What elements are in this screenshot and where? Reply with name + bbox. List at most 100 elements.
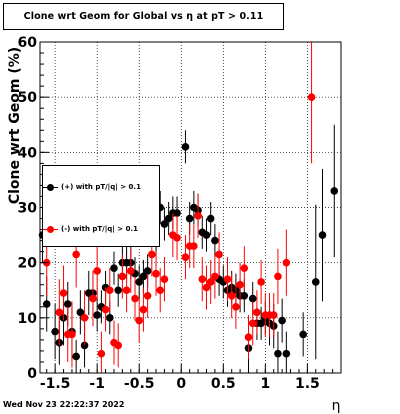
x-axis-label: η (332, 398, 341, 414)
data-point (114, 286, 122, 295)
data-point (257, 278, 265, 286)
data-point (248, 294, 257, 303)
data-point (110, 264, 118, 272)
data-point (156, 286, 165, 295)
data-point (274, 349, 282, 358)
data-point (80, 341, 89, 350)
data-point (135, 278, 144, 286)
data-point (215, 250, 223, 259)
data-point (105, 286, 114, 295)
data-point (198, 275, 207, 284)
data-point (152, 269, 160, 278)
data-point (143, 267, 152, 275)
legend-entry-positive: (+) with pT/|q| > 0.1 (43, 180, 141, 194)
data-point (211, 236, 219, 245)
data-point (72, 250, 80, 259)
data-point (127, 267, 135, 275)
data-point (194, 211, 202, 220)
data-point (135, 316, 144, 325)
chart-title: Clone wrt Geom for Global vs η at pT > 0… (3, 3, 284, 30)
data-point (76, 308, 85, 317)
data-point (181, 143, 190, 151)
data-point (160, 220, 169, 228)
x-tick-label: -1 (89, 376, 105, 392)
data-point (227, 291, 236, 300)
data-point (93, 311, 101, 319)
data-point (223, 275, 232, 284)
data-point (318, 231, 327, 239)
data-point (257, 319, 265, 328)
data-point (253, 308, 261, 317)
series-negative (42, 42, 316, 373)
data-point (269, 311, 278, 319)
data-point (282, 349, 291, 358)
data-point (59, 289, 68, 297)
data-point (164, 214, 173, 223)
data-point (97, 349, 106, 358)
data-point (72, 352, 80, 361)
data-point (202, 231, 211, 239)
y-tick-label: 50 (18, 90, 38, 106)
data-point (244, 333, 253, 341)
data-point (55, 308, 64, 317)
data-point (173, 234, 181, 242)
data-point (330, 187, 339, 195)
legend-label-positive: (+) with pT/|q| > 0.1 (61, 183, 141, 191)
data-point (278, 316, 286, 325)
data-point (148, 250, 156, 259)
data-point (105, 314, 114, 322)
x-tick-label: 0.5 (211, 376, 236, 392)
data-point (211, 272, 219, 281)
data-point (160, 275, 169, 284)
data-point (307, 93, 316, 101)
legend-marker-red (43, 225, 58, 233)
data-point (118, 272, 127, 281)
y-tick-label: 40 (18, 145, 38, 161)
data-point (131, 294, 139, 303)
data-point (206, 278, 215, 286)
data-point (181, 253, 190, 261)
data-point (80, 314, 89, 322)
data-point (173, 209, 181, 217)
y-tick-label: 60 (18, 35, 38, 51)
x-tick-label: 0 (176, 376, 186, 392)
y-axis-label: Clone wrt Geom (%) (7, 47, 23, 204)
data-point (93, 267, 101, 275)
legend-entry-negative: (-) with pT/|q| > 0.1 (43, 222, 138, 236)
data-point (89, 294, 97, 303)
data-point (206, 214, 215, 223)
data-point (282, 258, 291, 267)
data-point (68, 330, 76, 339)
data-point (101, 305, 110, 314)
data-point (143, 291, 152, 300)
y-tick-label: 10 (18, 311, 38, 327)
legend-marker-black (43, 183, 58, 191)
y-tick-label: 30 (18, 201, 38, 217)
y-tick-label: 0 (27, 366, 37, 382)
data-point (236, 280, 244, 289)
data-point (274, 272, 282, 281)
data-point (139, 272, 148, 281)
data-point (248, 319, 257, 328)
data-point (202, 283, 211, 292)
data-point (240, 291, 249, 300)
timestamp: Wed Nov 23 22:22:37 2022 (3, 400, 125, 409)
data-point (63, 300, 72, 308)
data-point (299, 330, 307, 339)
data-point (122, 286, 131, 295)
data-point (139, 305, 148, 314)
y-tick-label: 20 (18, 256, 38, 272)
data-point (185, 214, 194, 223)
data-point (190, 242, 198, 250)
data-point (311, 278, 320, 286)
legend: (+) with pT/|q| > 0.1 (-) with pT/|q| > … (42, 165, 160, 247)
x-tick-label: -0.5 (124, 376, 155, 392)
data-point (42, 300, 51, 308)
x-tick-label: -1.5 (40, 376, 71, 392)
data-point (232, 303, 240, 311)
data-point (51, 327, 59, 336)
legend-label-negative: (-) with pT/|q| > 0.1 (61, 225, 138, 233)
data-point (114, 341, 122, 350)
x-tick-label: 1.5 (295, 376, 320, 392)
